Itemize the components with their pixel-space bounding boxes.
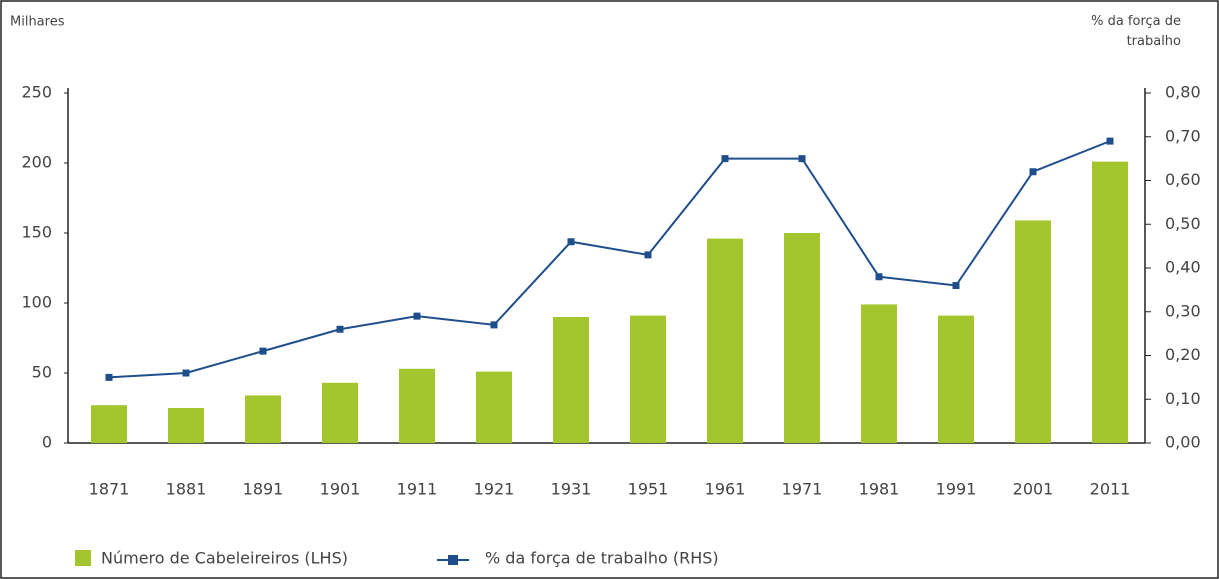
line-marker [490, 321, 498, 329]
line-marker [1029, 168, 1037, 176]
x-tick-label: 1921 [474, 480, 515, 499]
x-tick-label: 2011 [1090, 480, 1131, 499]
line-marker [798, 155, 806, 163]
legend-label: Número de Cabeleireiros (LHS) [101, 549, 348, 568]
y2-tick-label: 0,20 [1165, 345, 1201, 364]
line-marker [259, 347, 267, 355]
line-marker [952, 282, 960, 289]
line [108, 140, 1111, 379]
y2-tick-label: 0,50 [1165, 214, 1201, 233]
bar [91, 405, 127, 443]
line-marker [644, 251, 652, 259]
line-marker [567, 238, 575, 246]
y-tick-label: 100 [21, 293, 52, 312]
line-marker [413, 312, 421, 320]
legend-label: % da força de trabalho (RHS) [485, 549, 719, 568]
x-tick-label: 1981 [859, 480, 900, 499]
y2-axis-label: % da força de trabalho [1091, 14, 1181, 49]
line-marker [1106, 137, 1114, 145]
y-tick-label: 50 [32, 363, 52, 382]
x-tick-label: 1951 [628, 480, 669, 499]
x-tick-label: 1931 [551, 480, 592, 499]
y2-tick-label: 0,00 [1165, 433, 1201, 452]
y2-tick-label: 0,10 [1165, 389, 1201, 408]
bar [707, 238, 743, 443]
x-tick-label: 1971 [782, 480, 823, 499]
x-tick-label: 1891 [243, 480, 284, 499]
y-axis-label: Milhares [10, 15, 65, 30]
line-marker [721, 155, 729, 163]
bar [245, 395, 281, 443]
bar [322, 382, 358, 443]
line-marker [336, 325, 344, 333]
x-tick-label: 1961 [705, 480, 746, 499]
x-tick-label: 1991 [936, 480, 977, 499]
x-tick-label: 1881 [166, 480, 207, 499]
y-tick-label: 200 [21, 153, 52, 172]
bar [784, 233, 820, 443]
line-marker [182, 369, 190, 377]
y2-tick-label: 0,60 [1165, 170, 1201, 189]
x-tick-label: 1871 [89, 480, 130, 499]
x-tick-label: 1911 [397, 480, 438, 499]
y2-tick-label: 0,80 [1165, 83, 1201, 102]
line-marker [105, 373, 113, 381]
bar [1015, 220, 1051, 443]
legend-swatch [448, 555, 458, 565]
bar [630, 315, 666, 443]
x-tick-label: 1901 [320, 480, 361, 499]
y2-tick-label: 0,70 [1165, 126, 1201, 145]
y-tick-label: 250 [21, 83, 52, 102]
legend-swatch [75, 550, 91, 566]
y2-tick-label: 0,40 [1165, 258, 1201, 277]
bar [1092, 161, 1128, 443]
line-marker [875, 273, 883, 281]
y2-tick-label: 0,30 [1165, 301, 1201, 320]
y-tick-label: 0 [42, 433, 52, 452]
bar [476, 371, 512, 443]
y-tick-label: 150 [21, 223, 52, 242]
bar [168, 408, 204, 443]
bar [861, 304, 897, 443]
bar [938, 315, 974, 443]
x-tick-label: 2001 [1013, 480, 1054, 499]
bar [553, 317, 589, 443]
bar [399, 368, 435, 443]
